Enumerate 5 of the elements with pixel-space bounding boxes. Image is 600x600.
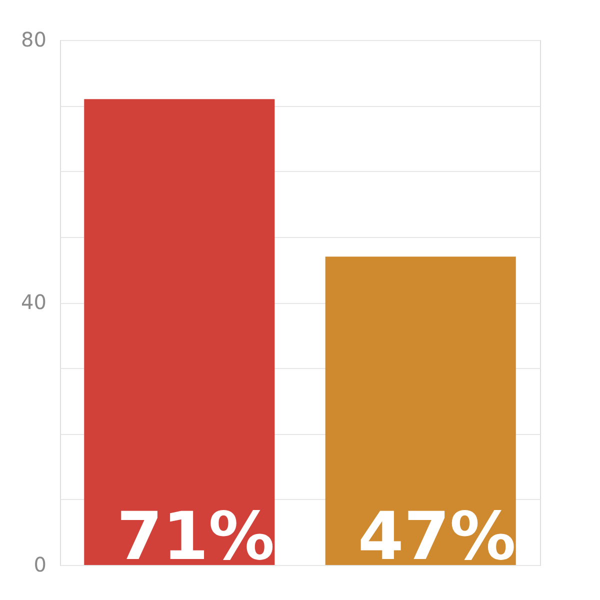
y-tick-label: 0 — [34, 552, 46, 576]
y-tick-label: 40 — [21, 290, 46, 314]
y-tick-label: 80 — [21, 28, 46, 52]
data-label: 47% — [358, 498, 516, 575]
data-label: 71% — [116, 498, 275, 575]
